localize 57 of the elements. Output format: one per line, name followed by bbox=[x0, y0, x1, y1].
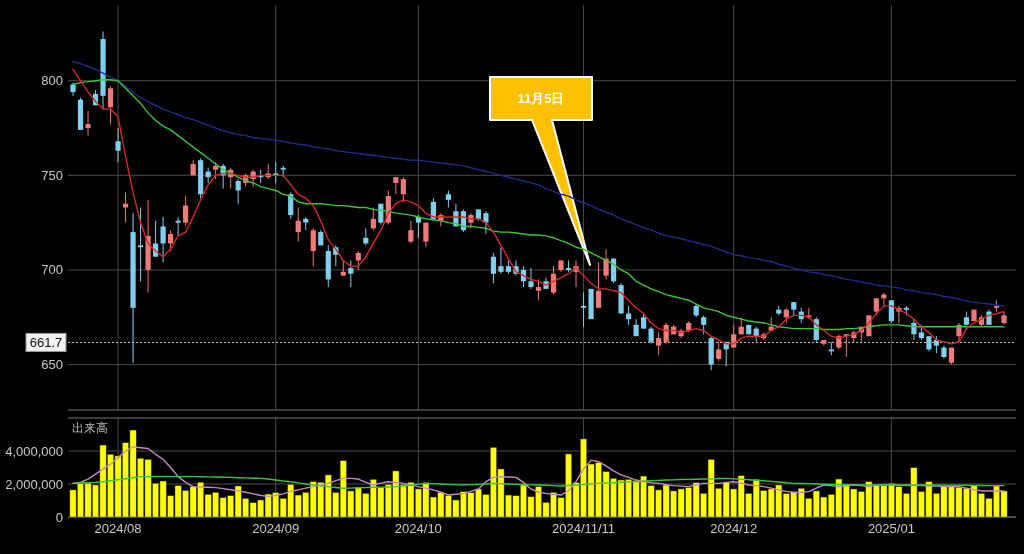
candlestick bbox=[415, 214, 421, 239]
y-tick-label: 650 bbox=[41, 357, 63, 373]
candlestick bbox=[595, 261, 602, 309]
chart-title: 出来高 bbox=[72, 421, 108, 435]
candlestick bbox=[626, 305, 632, 326]
candlestick bbox=[348, 259, 354, 288]
candlestick bbox=[235, 178, 241, 205]
ref-line-label: 661.7 bbox=[29, 334, 63, 350]
line-series bbox=[72, 446, 1005, 498]
candlestick bbox=[550, 265, 557, 296]
candlestick bbox=[295, 207, 301, 243]
x-tick-label: 2024/11/11 bbox=[551, 521, 616, 536]
candlestick bbox=[400, 176, 406, 203]
x-tick-label: 2024/08 bbox=[94, 521, 142, 536]
candlestick bbox=[956, 322, 962, 343]
candlestick bbox=[183, 195, 189, 227]
candlestick bbox=[107, 85, 114, 125]
candlestick bbox=[355, 250, 361, 271]
candlestick bbox=[731, 324, 737, 349]
candlestick bbox=[288, 191, 294, 220]
candlestick bbox=[115, 127, 121, 163]
candlestick bbox=[160, 216, 166, 263]
y-tick-label: 750 bbox=[41, 167, 63, 183]
line-series bbox=[72, 61, 1005, 307]
candlestick bbox=[85, 110, 91, 137]
y-tick-label: 4,000,000 bbox=[5, 443, 63, 459]
candlestick bbox=[137, 207, 144, 282]
candlestick bbox=[423, 222, 429, 248]
candlestick bbox=[273, 161, 279, 184]
candlestick bbox=[483, 210, 489, 235]
candlestick bbox=[408, 220, 414, 244]
candlestick bbox=[528, 267, 534, 290]
candlestick bbox=[370, 207, 376, 231]
x-tick-label: 2025/01 bbox=[867, 521, 915, 536]
annotation: 11月5日 bbox=[517, 91, 565, 106]
y-tick-label: 2,000,000 bbox=[5, 476, 63, 492]
line-series bbox=[72, 475, 1005, 489]
x-tick-label: 2024/09 bbox=[252, 521, 300, 536]
candlestick bbox=[498, 246, 504, 275]
candlestick bbox=[580, 292, 587, 328]
candlestick bbox=[656, 331, 662, 356]
candlestick bbox=[310, 227, 316, 267]
candlestick bbox=[175, 216, 181, 237]
candlestick bbox=[701, 314, 707, 335]
x-tick-label: 2024/10 bbox=[394, 521, 442, 536]
candlestick bbox=[168, 229, 174, 252]
candlestick bbox=[911, 318, 917, 341]
candlestick bbox=[603, 248, 609, 280]
candlestick bbox=[122, 191, 129, 224]
candlestick bbox=[565, 259, 572, 273]
y-tick-label: 0 bbox=[55, 509, 63, 525]
candlestick bbox=[535, 278, 542, 301]
y-tick-label: 700 bbox=[41, 262, 63, 278]
x-tick-label: 2024/12 bbox=[710, 521, 758, 536]
y-tick-label: 800 bbox=[41, 73, 63, 89]
candlestick bbox=[716, 341, 722, 362]
candlestick bbox=[490, 252, 497, 284]
